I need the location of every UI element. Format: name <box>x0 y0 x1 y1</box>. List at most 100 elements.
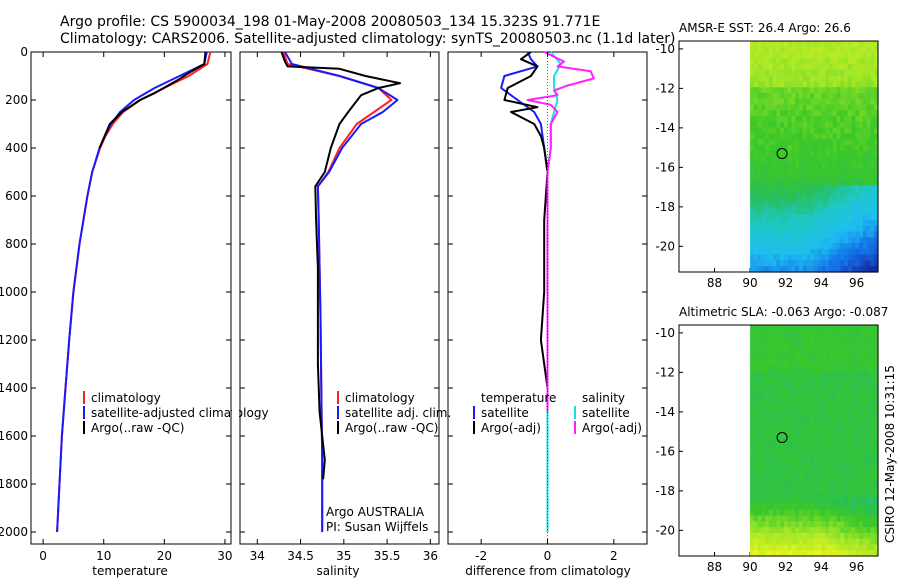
sla-map-cell <box>772 532 778 540</box>
sla-map-cell <box>798 434 804 442</box>
sla-map-cell <box>832 434 838 442</box>
sla-map-cell <box>870 336 875 343</box>
sst-map-cell <box>859 162 864 169</box>
series-argo-raw-qc- <box>280 51 402 480</box>
sla-map-cell <box>832 446 838 453</box>
sst-map-cell <box>836 98 841 106</box>
sst-map-cell <box>798 64 804 71</box>
sla-map-cell <box>768 532 774 540</box>
sla-map-cell <box>791 532 796 540</box>
sst-map-cell <box>783 52 789 59</box>
sst-map-cell <box>753 127 759 135</box>
sst-map-cell <box>874 133 879 140</box>
sst-map-cell <box>795 208 800 215</box>
sst-map-cell <box>806 81 811 88</box>
sla-map-cell <box>783 486 789 494</box>
sst-map-cell <box>780 64 785 71</box>
sst-map-cell <box>862 185 868 192</box>
sst-map-cell <box>847 231 853 238</box>
sla-map-cell <box>859 446 864 453</box>
sst-map-cell <box>829 58 834 65</box>
sla-map-cell <box>776 457 781 465</box>
sla-map-cell <box>844 365 849 372</box>
sst-map-cell <box>765 127 770 135</box>
sla-map-cell <box>832 359 838 367</box>
sla-map-cell <box>814 440 819 447</box>
sla-map-cell <box>761 353 766 361</box>
sst-map-cell <box>787 185 793 192</box>
sst-map-cell <box>859 133 864 140</box>
sla-map-cell <box>817 400 823 407</box>
sst-map-cell <box>765 104 770 111</box>
sla-map-title: Altimetric SLA: -0.063 Argo: -0.087 <box>679 305 888 319</box>
sst-map-cell <box>780 214 785 221</box>
sst-map-cell <box>783 220 789 227</box>
x-tick-label: 35 <box>336 549 351 563</box>
sst-map-cell <box>783 127 789 135</box>
sla-map-cell <box>810 509 815 517</box>
sst-map-cell <box>761 150 766 158</box>
sst-map-cell <box>844 75 849 83</box>
sst-map-cell <box>814 139 819 146</box>
sst-map-cell <box>753 179 759 186</box>
sst-map-cell <box>768 46 774 54</box>
sla-map-cell <box>795 550 800 557</box>
sla-map-cell <box>761 509 766 517</box>
sla-map-cell <box>870 509 875 517</box>
sla-map-cell <box>765 515 770 522</box>
sst-map-cell <box>817 69 823 77</box>
sst-map-cell <box>844 41 849 48</box>
sla-map-cell <box>810 504 815 511</box>
sst-map-cell <box>825 87 830 94</box>
sst-map-cell <box>829 98 834 106</box>
sla-map-cell <box>750 480 755 488</box>
sst-map-cell <box>847 237 853 244</box>
sst-map-cell <box>753 58 759 65</box>
sla-map-frame <box>678 324 879 557</box>
sla-map-cell <box>836 330 841 338</box>
sla-map-cell <box>817 423 823 430</box>
sst-map-cell <box>862 260 868 267</box>
sla-map-cell <box>757 446 762 453</box>
sst-map-cell <box>798 196 804 204</box>
sst-map-cell <box>832 46 838 54</box>
sla-map-cell <box>761 538 766 546</box>
sla-map-cell <box>806 463 811 470</box>
sla-map-cell <box>855 486 860 494</box>
sla-map-cell <box>776 382 781 390</box>
sst-map-cell <box>772 185 778 192</box>
sla-map-cell <box>851 515 857 522</box>
sla-map-cell <box>783 371 789 378</box>
sst-map-cell <box>817 144 823 152</box>
sst-map-cell <box>851 127 857 135</box>
sla-map-cell <box>825 515 830 522</box>
sla-map-cell <box>753 434 759 442</box>
sla-map-cell <box>791 359 796 367</box>
sla-map-cell <box>810 394 815 401</box>
sst-map-cell <box>825 69 830 77</box>
sst-map-cell <box>787 110 793 117</box>
sst-map-cell <box>870 173 875 181</box>
sla-map-cell <box>874 376 879 384</box>
sst-map-cell <box>768 64 774 71</box>
sst-map-cell <box>832 179 838 186</box>
sst-map-cell <box>847 46 853 54</box>
sla-map-cell <box>844 446 849 453</box>
sla-map-cell <box>783 428 789 436</box>
sla-map-cell <box>817 509 823 517</box>
sst-map-cell <box>821 254 826 262</box>
sst-map-cell <box>844 254 849 262</box>
sst-map-cell <box>791 156 796 163</box>
sla-map-cell <box>874 515 879 522</box>
sla-map-cell <box>836 348 841 355</box>
sst-map-cell <box>795 46 800 54</box>
sst-map-cell <box>817 116 823 123</box>
sla-map-cell <box>761 452 766 459</box>
sla-map-cell <box>772 388 778 395</box>
sla-map-cell <box>772 515 778 522</box>
sla-map-cell <box>798 446 804 453</box>
sla-map-cell <box>761 527 766 534</box>
sst-map-cell <box>787 231 793 238</box>
sst-map-cell <box>825 243 830 250</box>
sla-map-cell <box>844 394 849 401</box>
